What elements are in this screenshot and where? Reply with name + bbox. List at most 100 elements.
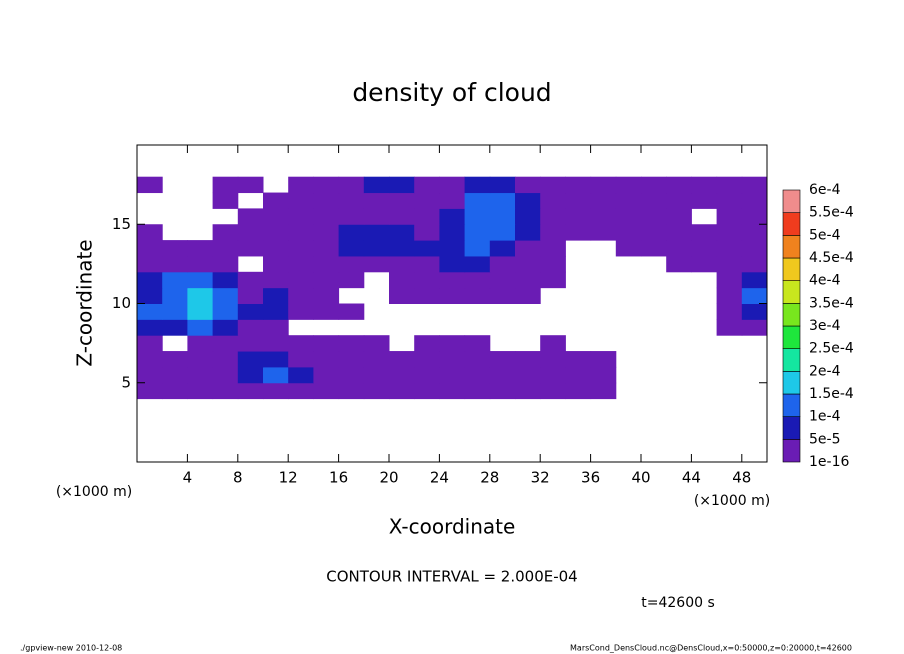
contour-cell <box>691 192 718 209</box>
contour-cell <box>691 176 718 194</box>
contour-cell <box>389 271 415 289</box>
contour-cell <box>666 224 692 241</box>
x-tick-label: 12 <box>279 469 298 487</box>
contour-cell <box>439 192 466 209</box>
contour-cell <box>338 224 365 241</box>
contour-cell <box>313 271 340 289</box>
contour-cell <box>716 255 743 273</box>
contour-cell <box>590 208 617 225</box>
contour-cell <box>212 240 239 257</box>
contour-cell <box>590 382 617 400</box>
contour-cell <box>363 224 390 241</box>
contour-cell <box>389 366 415 384</box>
contour-cell <box>263 240 289 257</box>
contour-cell <box>162 240 188 257</box>
contour-cell <box>590 224 617 241</box>
contour-cell <box>716 192 743 209</box>
colorbar-label: 2.5e-4 <box>809 341 854 357</box>
contour-cell <box>489 240 516 257</box>
contour-cell <box>439 366 466 384</box>
chart-title: density of cloud <box>352 78 551 107</box>
contour-cell <box>666 192 692 209</box>
contour-cell <box>313 351 340 368</box>
contour-cell <box>237 176 264 194</box>
contour-cell <box>338 335 365 352</box>
contour-cell <box>439 240 466 257</box>
colorbar-band <box>782 257 801 281</box>
contour-cell <box>464 224 491 241</box>
contour-cell <box>414 351 440 368</box>
contour-cell <box>389 176 415 194</box>
contour-cell <box>162 303 188 320</box>
contour-cell <box>540 208 566 225</box>
contour-cell <box>515 271 541 289</box>
contour-cell <box>414 335 440 352</box>
contour-cell <box>162 287 188 304</box>
contour-cell <box>615 224 642 241</box>
contour-cell <box>212 192 239 209</box>
contour-cell <box>263 335 289 352</box>
y-axis-label: Z-coordinate <box>73 239 97 366</box>
contour-cell <box>615 240 642 257</box>
contour-cell <box>489 224 516 241</box>
colorbar-label: 1.5e-4 <box>809 386 854 402</box>
contour-cell <box>540 366 566 384</box>
contour-cell <box>515 366 541 384</box>
contour-cell <box>363 351 390 368</box>
contour-cell <box>137 366 163 384</box>
contour-cell <box>187 319 214 336</box>
contour-cell <box>439 287 466 304</box>
contour-cell <box>263 287 289 304</box>
contour-cell <box>338 351 365 368</box>
contour-cell <box>540 271 566 289</box>
contour-cell <box>288 240 314 257</box>
contour-cell <box>741 271 768 289</box>
contour-cell <box>590 351 617 368</box>
contour-cell <box>464 382 491 400</box>
contour-cell <box>691 240 718 257</box>
y-tick-label: 10 <box>112 294 131 312</box>
contour-cell <box>338 303 365 320</box>
contour-cell <box>288 351 314 368</box>
contour-cell <box>389 351 415 368</box>
contour-cell <box>363 335 390 352</box>
footer-right: MarsCond_DensCloud.nc@DensCloud,x=0:5000… <box>570 644 852 653</box>
footer-left: ./gpview-new 2010-12-08 <box>20 644 122 653</box>
x-unit: (×1000 m) <box>694 493 770 509</box>
contour-cell <box>414 240 440 257</box>
contour-cell <box>464 335 491 352</box>
contour-cell <box>237 224 264 241</box>
contour-cell <box>716 319 743 336</box>
contour-cell <box>641 208 667 225</box>
y-tick-label: 5 <box>121 373 131 391</box>
contour-cell <box>137 382 163 400</box>
x-tick-label: 44 <box>682 469 701 487</box>
y-tick-label: 15 <box>112 215 131 233</box>
contour-cell <box>288 176 314 194</box>
contour-cell <box>741 255 768 273</box>
contour-cell <box>288 255 314 273</box>
colorbar-label: 5e-4 <box>809 227 841 243</box>
contour-cell <box>137 303 163 320</box>
contour-cell <box>187 240 214 257</box>
contour-cell <box>515 240 541 257</box>
contour-cell <box>439 255 466 273</box>
contour-cell <box>716 176 743 194</box>
contour-cell <box>489 351 516 368</box>
contour-cell <box>212 382 239 400</box>
x-tick-label: 16 <box>329 469 348 487</box>
contour-cell <box>389 382 415 400</box>
contour-cell <box>439 271 466 289</box>
contour-cell <box>338 255 365 273</box>
colorbar-label: 6e-4 <box>809 182 841 198</box>
contour-cell <box>363 366 390 384</box>
contour-cell <box>363 240 390 257</box>
contour-cell <box>212 319 239 336</box>
contour-cell <box>464 366 491 384</box>
contour-cell <box>540 255 566 273</box>
contour-cell <box>137 176 163 194</box>
contour-cell <box>237 335 264 352</box>
contour-cell <box>237 287 264 304</box>
contour-cell <box>263 208 289 225</box>
contour-cell <box>691 255 718 273</box>
